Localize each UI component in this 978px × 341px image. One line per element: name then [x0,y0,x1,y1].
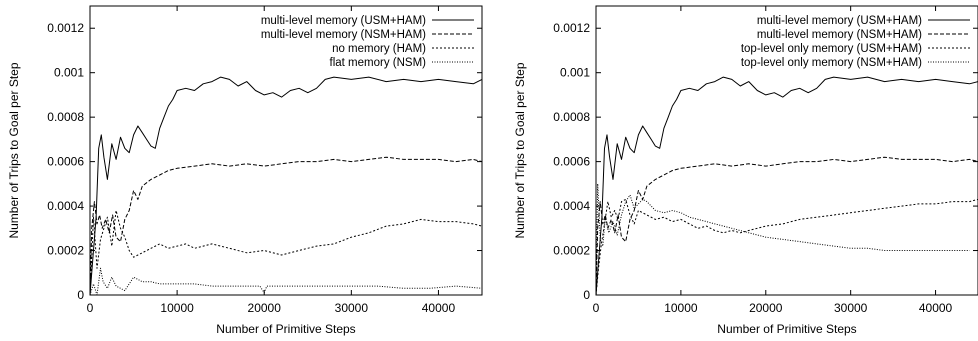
x-tick-label: 30000 [834,301,868,315]
series-line-1 [90,156,482,295]
x-tick-label: 40000 [422,301,456,315]
y-axis-label: Number of Trips to Goal per Step [7,62,21,238]
y-tick-label: 0.001 [560,66,590,80]
series-group [596,76,978,295]
y-tick-label: 0.0006 [47,155,84,169]
legend-label: multi-level memory (NSM+HAM) [757,29,922,41]
x-tick-label: 10000 [160,301,194,315]
x-tick-label: 20000 [248,301,282,315]
y-tick-label: 0.0004 [553,199,590,213]
chart-right: 0 0.0002 0.0004 0.0006 0.0008 0.001 0.0012 0 100… [513,5,978,336]
x-axis-label: Number of Primitive Steps [717,322,856,336]
y-tick-label: 0.0004 [47,199,84,213]
legend-label: no memory (HAM) [332,43,426,55]
series-group [90,76,482,295]
y-tick-label: 0 [77,288,84,302]
y-tick-label: 0.0002 [47,244,84,258]
legend-label: top-level only memory (USM+HAM) [741,43,922,55]
legend-label: multi-level memory (USM+HAM) [261,15,426,27]
y-tick-label: 0.0008 [553,110,590,124]
x-tick-label: 20000 [749,301,783,315]
series-line-3 [596,183,970,295]
series-line-2 [90,210,482,295]
y-tick-label: 0.0012 [553,21,590,35]
legend-label: multi-level memory (USM+HAM) [757,15,922,27]
y-axis-label: Number of Trips to Goal per Step [513,62,527,238]
plot-frame [595,5,978,296]
series-line-0 [596,76,978,295]
x-tick-label: 30000 [335,301,369,315]
series-line-1 [596,156,978,295]
x-tick-label: 0 [87,301,94,315]
plot-frame [89,5,483,296]
y-tick-label: 0.0012 [47,21,84,35]
y-tick-label: 0.0008 [47,110,84,124]
y-tick-label: 0.0006 [553,155,590,169]
series-line-3 [90,267,482,295]
x-tick-label: 40000 [919,301,953,315]
legend-label: top-level only memory (NSM+HAM) [741,57,922,69]
y-tick-label: 0.0002 [553,244,590,258]
series-line-2 [596,198,978,295]
y-tick-label: 0 [583,288,590,302]
series-line-0 [90,76,482,295]
legend-label: flat memory (NSM) [330,57,427,69]
chart-left: 0 0.0002 0.0004 0.0006 0.0008 0.001 0.0012 0 100… [7,5,483,336]
legend-label: multi-level memory (NSM+HAM) [261,29,426,41]
x-axis-label: Number of Primitive Steps [216,322,355,336]
x-tick-label: 10000 [664,301,698,315]
y-tick-label: 0.001 [54,66,84,80]
x-tick-label: 0 [593,301,600,315]
